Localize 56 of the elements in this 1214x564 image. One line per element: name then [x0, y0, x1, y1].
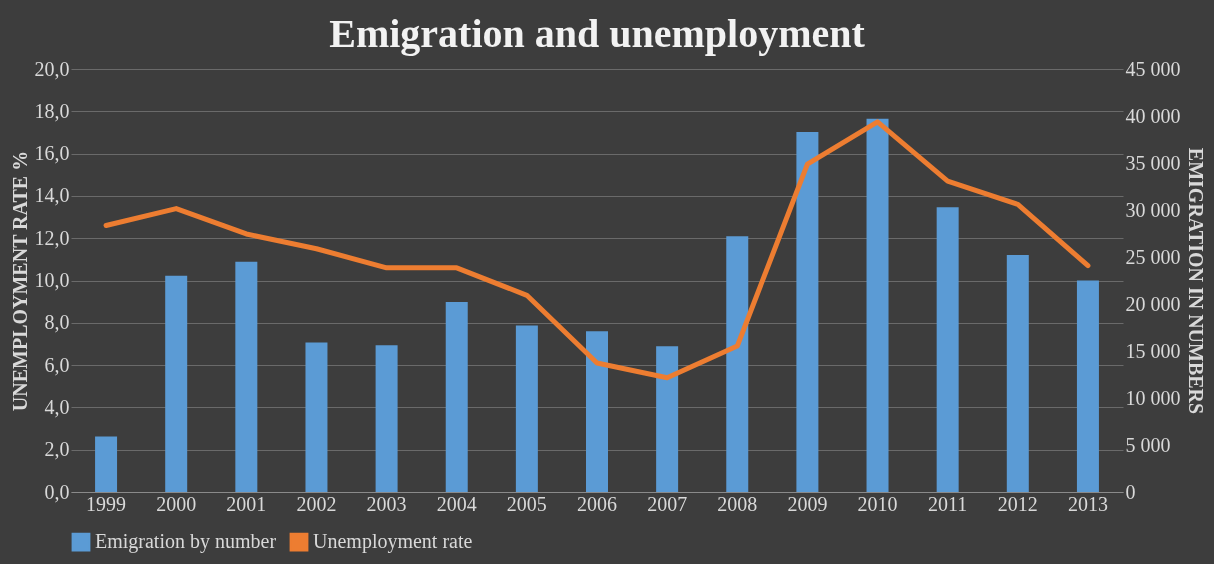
bar [866, 118, 889, 492]
y-tick-label: 6,0 [44, 353, 70, 376]
y2-tick-label: 0 [1125, 480, 1136, 503]
y2-axis-title: EMIGRATION IN NUMBERS [1184, 147, 1207, 415]
y2-tick-label: 25 000 [1125, 245, 1181, 268]
y-tick-label: 14,0 [34, 184, 70, 207]
bar [1076, 280, 1099, 492]
bar [375, 345, 398, 492]
bar [515, 325, 538, 492]
y-tick-label: 12,0 [34, 226, 70, 249]
y-tick-label: 2,0 [44, 438, 70, 461]
x-tick-label: 2000 [156, 492, 197, 515]
y-tick-label: 4,0 [44, 395, 70, 418]
bar [726, 236, 749, 492]
bar [445, 302, 468, 492]
y-tick-label: 20,0 [34, 57, 70, 80]
y2-tick-label: 40 000 [1125, 104, 1181, 127]
x-tick-label: 2008 [717, 492, 758, 515]
x-tick-label: 2001 [226, 492, 267, 515]
y2-tick-label: 5 000 [1125, 433, 1171, 456]
x-tick-label: 2009 [787, 492, 828, 515]
x-tick-label: 2006 [577, 492, 617, 515]
bar [95, 436, 118, 492]
y2-tick-label: 30 000 [1125, 198, 1181, 221]
x-tick-label: 2012 [997, 492, 1038, 515]
x-tick-label: 2011 [928, 492, 968, 515]
bar [165, 275, 188, 492]
x-tick-label: 2007 [647, 492, 688, 515]
x-tick-label: 1999 [86, 492, 127, 515]
y2-tick-label: 10 000 [1125, 386, 1181, 409]
y2-tick-label: 35 000 [1125, 151, 1181, 174]
bar [796, 131, 819, 492]
y-tick-label: 10,0 [34, 269, 70, 291]
y-tick-label: 0,0 [44, 480, 70, 503]
x-tick-label: 2003 [366, 492, 407, 515]
x-tick-label: 2010 [857, 492, 898, 515]
bar [656, 346, 679, 492]
y-tick-label: 8,0 [44, 311, 70, 334]
bar [1006, 255, 1029, 492]
y2-tick-label: 45 000 [1125, 57, 1181, 80]
x-tick-label: 2004 [436, 492, 477, 515]
legend-label: Unemployment rate [313, 530, 473, 554]
x-tick-label: 2005 [506, 492, 547, 515]
bar [305, 342, 328, 492]
x-tick-label: 2002 [296, 492, 337, 515]
y-tick-label: 16,0 [34, 142, 70, 165]
y-axis-title: UNEMPLOYMENT RATE % [8, 150, 31, 412]
legend-label: Emigration by number [95, 530, 277, 554]
chart-title: Emigration and unemployment [329, 11, 866, 56]
y-tick-label: 18,0 [34, 99, 70, 122]
x-tick-label: 2013 [1067, 492, 1108, 515]
bar [235, 261, 258, 492]
bar [586, 331, 608, 492]
y2-tick-label: 20 000 [1125, 292, 1181, 315]
bar [936, 207, 959, 492]
y2-tick-label: 15 000 [1125, 339, 1181, 362]
